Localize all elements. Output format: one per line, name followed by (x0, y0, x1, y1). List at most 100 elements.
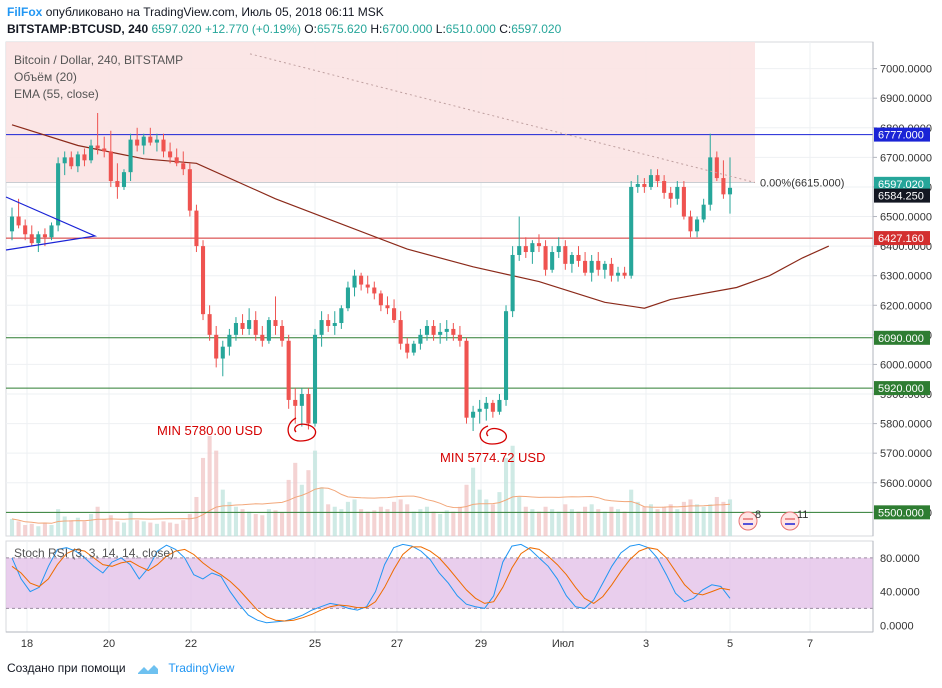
stoch-rsi-line-k (11, 543, 731, 624)
candle-body (708, 157, 713, 205)
volume-bar (154, 523, 159, 536)
volume-bar (695, 504, 700, 536)
candle-body (286, 340, 291, 400)
open-label: O: (304, 22, 317, 36)
candle-body (411, 343, 416, 353)
candle-body (405, 343, 410, 353)
candle-body (273, 320, 278, 326)
volume-bar (174, 523, 179, 536)
volume-bar (642, 506, 647, 536)
volume-bar (280, 512, 285, 536)
candle-body (536, 243, 542, 247)
candle-body (642, 183, 647, 187)
volume-bar (365, 511, 370, 536)
candle-body (253, 320, 258, 335)
volume-bar (200, 457, 206, 536)
candle-body (75, 154, 80, 167)
trend-line-dotted (249, 53, 756, 183)
candle-body (431, 325, 436, 335)
event-badge-count: 11 (797, 509, 808, 521)
volume-bar (9, 518, 15, 536)
candle-body (154, 139, 159, 143)
price-tag-bg (874, 176, 930, 191)
volume-bar (471, 467, 476, 536)
event-badge-icon (738, 511, 758, 531)
candle-body (668, 192, 673, 199)
candle-body (451, 328, 456, 335)
candle-body (629, 186, 634, 276)
candle-body (89, 145, 94, 161)
volume-bar (233, 506, 239, 536)
volume-bar (128, 511, 133, 536)
candle-body (477, 408, 482, 412)
stoch-rsi-band (6, 557, 873, 609)
rsi-axis-label: 80.0000 (880, 553, 920, 565)
candle-body (49, 225, 54, 238)
candle-body (227, 334, 232, 347)
volume-bar (714, 496, 719, 536)
event-badge-count: 8 (755, 509, 761, 521)
price-axis-label: 5600.0000 (880, 478, 932, 490)
price-tag-label: 5920.000 (878, 383, 924, 395)
candle-body (385, 305, 390, 309)
candle-body (622, 272, 627, 276)
volume-bar (602, 511, 607, 536)
volume-bar (273, 510, 278, 536)
volume-bar (286, 479, 291, 536)
low-label: L: (435, 22, 446, 36)
current-price-label: 6597.020 (878, 179, 924, 191)
volume-ma-line (11, 487, 731, 524)
volume-bar (398, 499, 403, 536)
candle-body (398, 320, 403, 344)
candle-body (233, 323, 239, 335)
open-value: 6575.620 (316, 22, 368, 36)
price-tag-bg (874, 381, 930, 396)
volume-bar (550, 509, 555, 536)
volume-bar (62, 516, 67, 536)
volume-bar (385, 509, 390, 536)
time-axis-label: 27 (391, 638, 403, 650)
volume-bar (121, 522, 127, 536)
volume-bar (431, 511, 436, 536)
volume-bar (424, 506, 430, 536)
candle-body (457, 334, 462, 341)
price-axis-label: 5800.0000 (880, 419, 932, 431)
volume-bar (240, 509, 245, 536)
candle-body (510, 254, 515, 312)
time-axis-label: 20 (103, 638, 115, 650)
ema-55-line (11, 124, 830, 309)
price-tag-label: 5500.000 (878, 507, 924, 519)
candle-body (714, 157, 719, 179)
volume-bar (609, 506, 614, 536)
candle-body (240, 323, 245, 329)
volume-bar (332, 506, 337, 536)
volume-bar (438, 514, 443, 536)
volume-bar (411, 511, 416, 536)
candle-body (266, 320, 271, 341)
candle-body (9, 216, 15, 232)
time-axis-label: Июл (552, 638, 574, 650)
candle-body (62, 157, 67, 164)
volume-bar (688, 499, 693, 536)
volume-bar (405, 504, 410, 536)
volume-bar (339, 509, 344, 536)
volume-bar (194, 496, 199, 536)
candle-body (36, 234, 41, 244)
candle-body (141, 136, 146, 146)
candle-body (576, 254, 581, 261)
candle-body (168, 151, 173, 158)
candle-body (392, 308, 397, 321)
price-tag-label: 6427.160 (878, 233, 924, 245)
symbol-header: BITSTAMP:BTCUSD, 240 6597.020 +12.770 (+… (7, 21, 561, 37)
volume-bar (569, 509, 574, 536)
candle-body (497, 399, 502, 412)
candle-body (688, 216, 693, 232)
volume-bar (326, 504, 331, 536)
volume-bar (517, 496, 522, 536)
rsi-axis-label: 40.0000 (880, 587, 920, 599)
price-tag-bg (874, 188, 930, 203)
volume-bar (523, 506, 528, 536)
author-name[interactable]: FilFox (7, 5, 43, 19)
footer: Создано при помощи TradingView (7, 660, 234, 676)
tradingview-link[interactable]: TradingView (168, 661, 235, 675)
